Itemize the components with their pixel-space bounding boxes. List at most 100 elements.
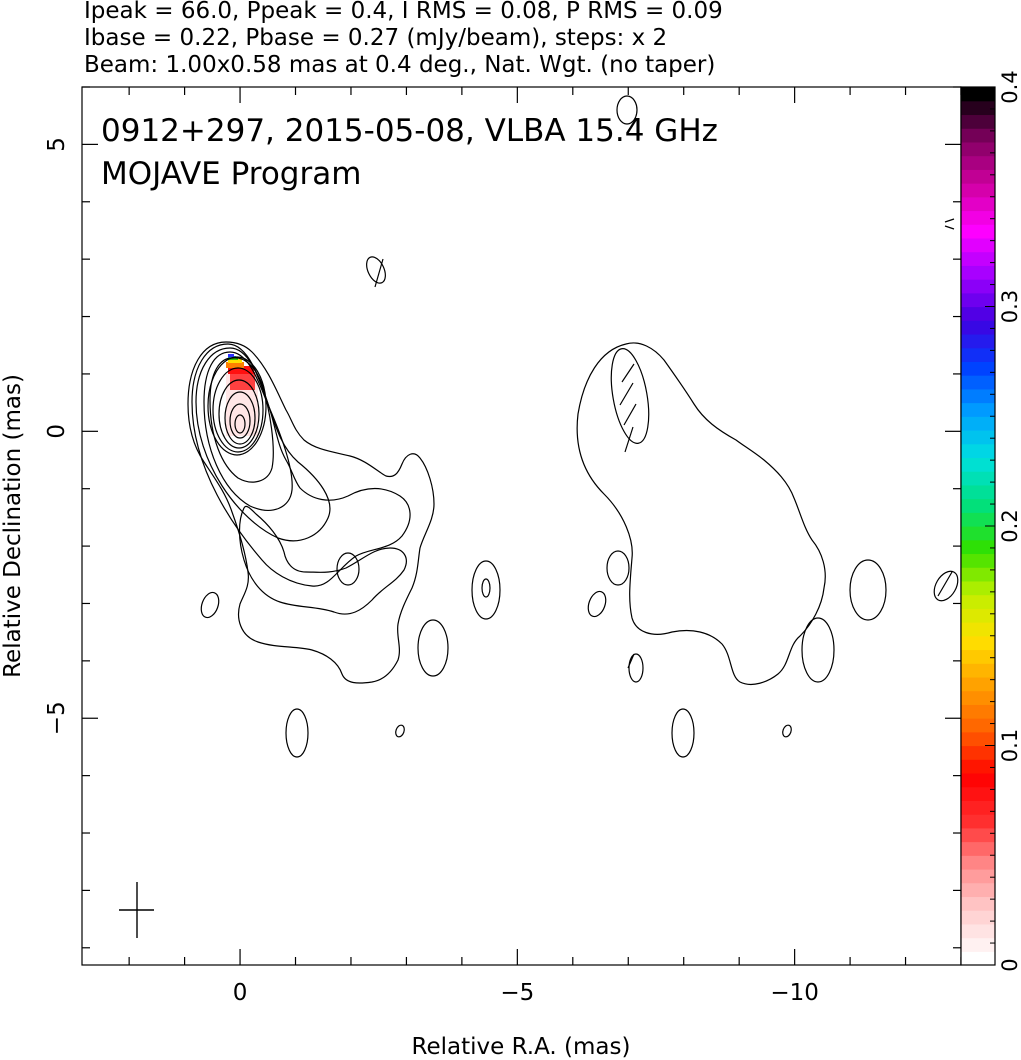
header-line-base: Ibase = 0.22, Pbase = 0.27 (mJy/beam), s… — [84, 25, 667, 51]
colorbar-swatch — [961, 100, 995, 116]
plot-frame — [81, 86, 962, 966]
contour-core-3 — [224, 391, 256, 445]
x-tick-label: −5 — [500, 980, 534, 1006]
contour-lines — [187, 95, 959, 758]
evpa-stick — [627, 653, 635, 669]
colorbar-swatch — [961, 649, 995, 664]
colorbar-swatch — [961, 663, 995, 678]
colorbar-swatch — [961, 237, 995, 253]
evpa-stick — [374, 258, 384, 288]
contour-pol-inner — [610, 348, 650, 444]
contour-core-4 — [218, 379, 260, 449]
colorbar-swatch — [961, 265, 995, 280]
header-line-peak: Ipeak = 66.0, Ppeak = 0.4, I RMS = 0.08,… — [84, 0, 723, 24]
contour-core-2 — [229, 403, 251, 439]
contour-island — [395, 724, 405, 738]
colorbar-swatch — [961, 622, 995, 637]
contour-jet-1 — [191, 343, 411, 587]
colorbar-swatch — [961, 868, 995, 884]
contour-core-1 — [234, 414, 246, 434]
contour-island — [481, 578, 491, 598]
contour-outer — [187, 341, 435, 684]
contour-pol-outer — [576, 342, 826, 686]
colorbar — [961, 87, 995, 966]
colorbar-swatch — [961, 827, 995, 843]
colorbar-tick-label: 0.1 — [998, 729, 1021, 762]
contour-core-8 — [203, 351, 293, 511]
colorbar-swatch — [961, 594, 995, 609]
contour-pol-island — [671, 708, 695, 758]
colorbar-swatch — [961, 910, 995, 925]
contour-island — [336, 552, 360, 586]
colorbar-swatch — [961, 114, 995, 129]
x-tick-label: 0 — [233, 980, 248, 1006]
colorbar-swatch — [961, 498, 995, 513]
colorbar-tick-label: 0.2 — [998, 509, 1021, 542]
colorbar-swatch — [961, 896, 995, 911]
contour-core-5 — [212, 367, 264, 453]
colorbar-swatch — [961, 279, 995, 294]
colorbar-swatch — [961, 402, 995, 417]
colorbar-swatch — [961, 841, 995, 856]
contour-island — [285, 708, 309, 758]
evpa-vectors — [374, 218, 955, 669]
colorbar-swatch — [961, 539, 995, 555]
evpa-stick — [619, 382, 634, 406]
contour-pol-island — [849, 559, 887, 621]
contour-pol-island — [587, 590, 607, 618]
colorbar-swatch — [961, 210, 995, 225]
colorbar-swatch — [961, 141, 995, 157]
pol-pixel — [228, 366, 254, 374]
contour-island — [417, 619, 449, 677]
colorbar-swatch — [961, 484, 995, 500]
contour-pol-island — [933, 570, 959, 602]
colorbar-swatch — [961, 416, 995, 431]
colorbar-swatch — [961, 580, 995, 596]
colorbar-swatch — [961, 155, 995, 170]
chart-subtitle: MOJAVE Program — [101, 156, 361, 192]
x-tick-label: −10 — [770, 980, 819, 1006]
plot-area: 0912+297, 2015-05-08, VLBA 15.4 GHz MOJA… — [81, 86, 962, 966]
y-axis-label: Relative Declination (mas) — [0, 374, 26, 678]
colorbar-swatch — [961, 635, 995, 651]
colorbar-swatch — [961, 429, 995, 445]
colorbar-tick-label: 0 — [998, 958, 1021, 971]
colorbar-swatch — [961, 306, 995, 321]
colorbar-swatch — [961, 745, 995, 760]
colorbar-swatch — [961, 128, 995, 143]
colorbar-swatch — [961, 786, 995, 801]
colorbar-swatch — [961, 471, 995, 486]
colorbar-swatch — [961, 512, 995, 527]
pol-pixel — [226, 362, 244, 368]
y-tick-label: 5 — [44, 137, 70, 152]
contour-core-7 — [209, 357, 274, 483]
colorbar-swatch — [961, 320, 995, 335]
colorbar-swatch — [961, 553, 995, 568]
colorbar-swatch — [961, 87, 995, 102]
contour-pol-island — [616, 95, 638, 125]
contour-island — [471, 560, 501, 620]
colorbar-swatch — [961, 814, 995, 829]
colorbar-swatch — [961, 676, 995, 692]
contour-island — [366, 256, 386, 284]
evpa-stick — [944, 225, 955, 230]
pol-pixel — [228, 359, 242, 363]
colorbar-swatch — [961, 759, 995, 774]
colorbar-swatch — [961, 937, 995, 952]
colorbar-swatch — [961, 457, 995, 472]
colorbar-swatch — [961, 718, 995, 733]
colorbar-tick-label: 0.4 — [998, 70, 1021, 103]
y-tick-label: −5 — [44, 701, 70, 735]
evpa-stick — [624, 426, 634, 453]
colorbar-swatch — [961, 375, 995, 390]
colorbar-swatch — [961, 526, 995, 541]
colorbar-swatch — [961, 251, 995, 266]
x-axis-label: Relative R.A. (mas) — [412, 1034, 631, 1060]
axis-tick-labels: 0 −5 −10 5 0 −5 — [44, 137, 819, 1006]
beam-cross — [119, 882, 154, 938]
colorbar-swatch — [961, 169, 995, 184]
colorbar-swatch — [961, 923, 995, 939]
pol-pixel — [228, 357, 238, 360]
colorbar-swatch — [961, 951, 995, 966]
colorbar-swatch — [961, 855, 995, 870]
